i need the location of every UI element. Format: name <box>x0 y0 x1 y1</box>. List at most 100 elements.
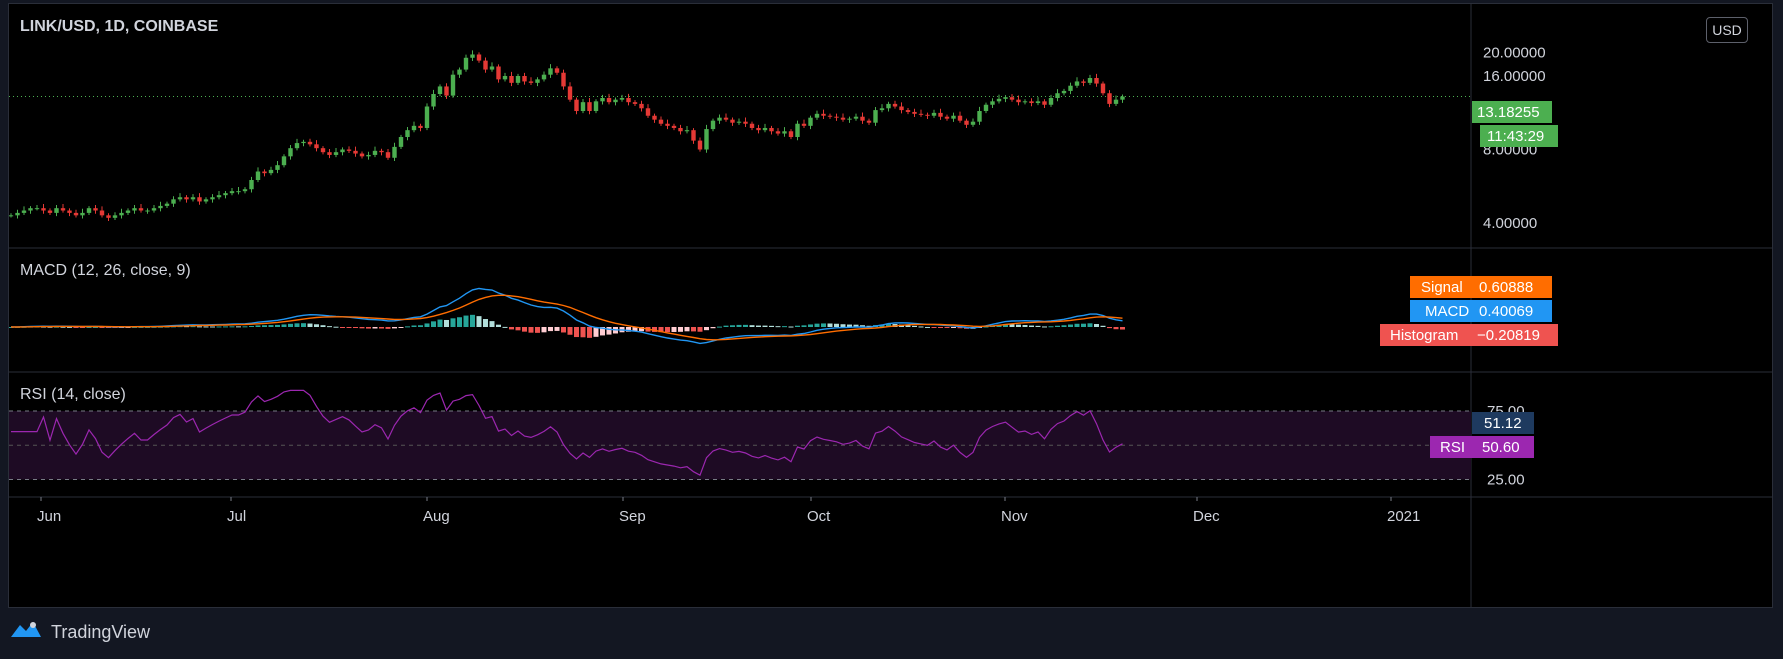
histogram-bar <box>197 326 202 328</box>
candle <box>398 137 404 147</box>
histogram-bar <box>236 326 241 328</box>
candle <box>918 113 924 115</box>
candle <box>769 127 774 132</box>
histogram-bar <box>808 324 813 327</box>
histogram-bar <box>353 327 358 328</box>
histogram-bar <box>327 326 332 328</box>
candle <box>184 197 189 200</box>
histogram-bar <box>392 327 397 329</box>
histogram-bar <box>918 326 924 328</box>
tradingview-logo-icon[interactable] <box>9 619 43 646</box>
candle <box>723 117 729 120</box>
candle <box>645 108 651 116</box>
candle <box>275 165 280 170</box>
candle <box>522 76 527 82</box>
candle <box>47 210 53 213</box>
svg-text:RSI: RSI <box>1440 439 1465 456</box>
histogram-bar <box>132 326 137 328</box>
histogram-bar <box>853 324 859 327</box>
histogram-bar <box>320 325 326 327</box>
histogram-bar <box>1003 324 1008 327</box>
histogram-bar <box>301 323 306 327</box>
histogram-bar <box>756 325 761 327</box>
histogram-bar <box>418 325 423 327</box>
chart-canvas[interactable]: 4.000008.0000016.0000020.0000075.0025.00… <box>8 4 1772 607</box>
candle <box>619 98 625 100</box>
candle <box>502 76 508 80</box>
time-axis[interactable]: Jun Jul Aug Sep Oct Nov Dec 2021 <box>37 497 1420 525</box>
candle <box>600 98 605 102</box>
candle <box>509 76 514 83</box>
histogram-bar <box>548 327 553 332</box>
candle <box>756 127 761 131</box>
histogram-bar <box>580 327 586 338</box>
candle <box>93 208 98 211</box>
candle <box>710 120 716 130</box>
histogram-bar <box>255 325 261 327</box>
candle <box>730 119 735 123</box>
histogram-bar <box>905 325 911 327</box>
histogram-bar <box>821 323 826 327</box>
histogram-bar <box>944 327 950 328</box>
histogram-bar <box>983 326 989 328</box>
histogram-bar <box>866 325 872 327</box>
rsi-pane <box>9 389 1471 480</box>
candle <box>892 103 898 107</box>
candle <box>990 101 995 105</box>
macd-line <box>10 287 1123 345</box>
histogram-bar <box>957 327 963 329</box>
histogram-bar <box>346 327 352 328</box>
candle <box>1113 99 1119 104</box>
histogram-bar <box>67 326 72 328</box>
histogram-bar <box>190 326 196 328</box>
histogram-bar <box>476 316 482 327</box>
histogram-bar <box>600 327 605 336</box>
histogram-bar <box>457 317 462 327</box>
histogram-bar <box>216 326 222 328</box>
histogram-bar <box>515 327 521 331</box>
candle <box>957 115 963 121</box>
histogram-bar <box>782 326 787 328</box>
histogram-bar <box>1068 324 1073 327</box>
candle <box>704 129 709 150</box>
macd-pane-title: MACD (12, 26, close, 9) <box>20 262 191 279</box>
candle <box>125 210 131 213</box>
candle <box>106 215 111 218</box>
candle <box>749 123 755 128</box>
histogram-bar <box>203 326 209 328</box>
histogram-bar <box>99 327 105 328</box>
histogram-bar <box>1055 325 1060 327</box>
histogram-bar <box>632 327 638 332</box>
brand-name[interactable]: TradingView <box>51 621 151 642</box>
histogram-bar <box>658 327 664 333</box>
histogram-bar <box>489 321 495 327</box>
histogram-bar <box>1087 323 1093 327</box>
histogram-bar <box>262 325 267 327</box>
candle <box>1022 101 1028 103</box>
histogram-bar <box>1016 324 1021 327</box>
candle <box>652 115 657 120</box>
candle <box>626 98 631 103</box>
histogram-bar <box>450 318 456 327</box>
svg-text:Histogram: Histogram <box>1390 327 1458 344</box>
histogram-tag: Histogram −0.20819 <box>1380 324 1558 346</box>
candle <box>470 54 475 58</box>
histogram-bar <box>1029 325 1034 327</box>
histogram-bar <box>223 326 228 328</box>
candle <box>405 130 410 138</box>
svg-text:0.60888: 0.60888 <box>1479 279 1533 296</box>
macd-tag: MACD 0.40069 <box>1410 300 1552 322</box>
candle <box>171 199 176 204</box>
chart-frame[interactable]: 4.00000 8.00000 16.00000 20.00000 75.00 25.00… <box>8 3 1773 608</box>
histogram-bar <box>145 326 150 328</box>
histogram-bar <box>138 326 144 328</box>
candle <box>418 125 423 128</box>
candle <box>983 104 989 112</box>
currency-button[interactable]: USD <box>1706 17 1748 43</box>
candle <box>411 125 417 131</box>
candle <box>580 102 586 112</box>
macd-pane <box>8 287 1125 345</box>
rsi-tick-label: 25.00 <box>1487 472 1525 489</box>
candle <box>613 99 618 103</box>
candle <box>320 148 326 153</box>
